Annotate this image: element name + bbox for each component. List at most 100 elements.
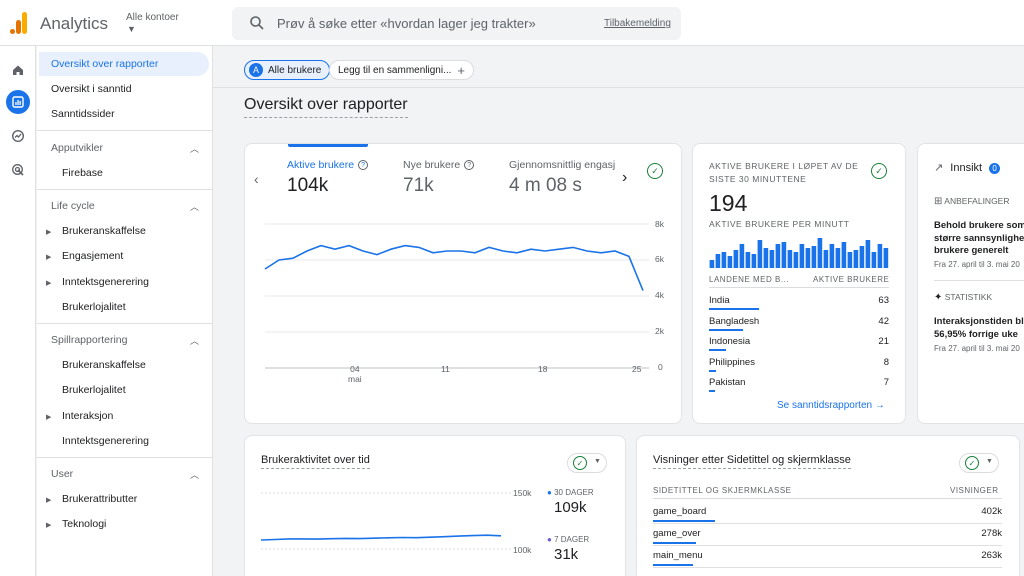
table-row[interactable]: main_menu 263k bbox=[653, 547, 1002, 568]
statistics-text[interactable]: Interaksjonstiden ble 56,95% forrige uke bbox=[934, 316, 1024, 340]
caret-right-icon[interactable]: ▶ bbox=[46, 280, 52, 287]
chevron-right-icon[interactable]: › bbox=[622, 169, 628, 186]
caret-right-icon[interactable]: ▶ bbox=[46, 414, 52, 421]
sidebar-item-lc-acquisition[interactable]: Brukeranskaffelse bbox=[62, 225, 146, 237]
sidebar-item-game-monetization[interactable]: Inntektsgenerering bbox=[62, 435, 149, 447]
sidebar-item-lc-monetization[interactable]: Inntektsgenerering bbox=[62, 276, 149, 288]
active-users-line-chart bbox=[264, 223, 649, 369]
minute-bar bbox=[757, 240, 763, 268]
minute-bar bbox=[787, 250, 793, 268]
chevron-up-icon[interactable]: ︿ bbox=[190, 336, 200, 346]
table-row[interactable]: Pakistan 7 bbox=[709, 375, 889, 395]
col-users-header[interactable]: AKTIVE BRUKERE bbox=[813, 275, 890, 284]
kpi-new-users-label[interactable]: Nye brukere? bbox=[403, 159, 475, 171]
search-box[interactable]: Prøv å søke etter «hvordan lager jeg tra… bbox=[232, 7, 681, 40]
table-row[interactable]: Philippines 8 bbox=[709, 355, 889, 375]
sidebar-item-reports-overview[interactable]: Oversikt over rapporter bbox=[51, 58, 159, 70]
insights-header: ↗ Innsikt 0 bbox=[934, 161, 1001, 174]
sidebar-item-tech[interactable]: Teknologi bbox=[62, 518, 107, 530]
minute-bar bbox=[805, 248, 811, 268]
table-row[interactable]: game_over 278k bbox=[653, 525, 1002, 546]
sidebar-item-realtime-overview[interactable]: Oversikt i sanntid bbox=[51, 83, 132, 95]
page-title: Oversikt over rapporter bbox=[244, 96, 408, 118]
chevron-up-icon[interactable]: ︿ bbox=[190, 144, 200, 154]
col-country-header[interactable]: LANDENE MED B... bbox=[709, 275, 790, 284]
chevron-up-icon[interactable]: ︿ bbox=[190, 202, 200, 212]
per-minute-label: AKTIVE BRUKERE PER MINUTT bbox=[709, 219, 850, 229]
minute-bar bbox=[799, 244, 805, 268]
kpi-chart-card: ‹ Aktive brukere? 104k Nye brukere? 71k … bbox=[244, 143, 682, 424]
caret-right-icon[interactable]: ▶ bbox=[46, 254, 52, 261]
table-row[interactable]: Bangladesh 42 bbox=[709, 314, 889, 334]
sidebar-active-highlight bbox=[39, 52, 209, 76]
sidebar-item-game-acquisition[interactable]: Brukeranskaffelse bbox=[62, 359, 146, 371]
section-user[interactable]: User bbox=[51, 468, 74, 480]
top-bar: Analytics Alle kontoer ▼ Prøv å søke ett… bbox=[0, 0, 1024, 46]
section-spill[interactable]: Spillrapportering bbox=[51, 334, 128, 346]
analytics-logo-icon[interactable] bbox=[10, 12, 28, 34]
realtime-title-line2: SISTE 30 MINUTTENE bbox=[709, 174, 807, 184]
chevron-up-icon[interactable]: ︿ bbox=[190, 470, 200, 480]
feedback-link[interactable]: Tilbakemelding bbox=[604, 18, 671, 29]
info-icon[interactable]: ? bbox=[358, 160, 369, 170]
minute-bar bbox=[709, 260, 715, 268]
sidebar-item-firebase[interactable]: Firebase bbox=[62, 167, 103, 179]
section-lifecycle[interactable]: Life cycle bbox=[51, 200, 95, 212]
table-row[interactable]: Indonesia 21 bbox=[709, 334, 889, 354]
reports-icon[interactable] bbox=[6, 90, 30, 114]
caret-right-icon[interactable]: ▶ bbox=[46, 522, 52, 529]
x-tick-label: 18 bbox=[538, 364, 548, 374]
minute-bar bbox=[829, 244, 835, 268]
add-comparison-button[interactable]: Legg til en sammenligni... + bbox=[329, 60, 474, 80]
kpi-active-users-label[interactable]: Aktive brukere? bbox=[287, 159, 369, 171]
caret-right-icon[interactable]: ▶ bbox=[46, 497, 52, 504]
recommendation-text[interactable]: Behold brukere som større sannsynlighet br… bbox=[934, 220, 1024, 256]
card-options-button[interactable]: ✓ ▼ bbox=[567, 453, 607, 473]
search-input[interactable]: Prøv å søke etter «hvordan lager jeg tra… bbox=[277, 16, 536, 31]
realtime-value: 194 bbox=[709, 190, 748, 216]
page-name: game_over bbox=[653, 528, 701, 539]
sidebar-item-game-interaction[interactable]: Interaksjon bbox=[62, 410, 114, 422]
share-bar bbox=[709, 390, 715, 392]
page-name: main_menu bbox=[653, 550, 703, 561]
sidebar-item-game-retention[interactable]: Brukerlojalitet bbox=[62, 384, 126, 396]
sidebar-item-lc-retention[interactable]: Brukerlojalitet bbox=[62, 301, 126, 313]
sidebar-item-realtime-pages[interactable]: Sanntidssider bbox=[51, 108, 115, 120]
explore-icon[interactable] bbox=[6, 124, 30, 148]
col-page-header[interactable]: SIDETITTEL OG SKJERMKLASSE bbox=[653, 486, 792, 495]
table-row[interactable]: India 63 bbox=[709, 293, 889, 313]
check-circle-icon[interactable]: ✓ bbox=[871, 163, 887, 179]
divider bbox=[37, 323, 213, 324]
realtime-report-link[interactable]: Se sanntidsrapporten → bbox=[777, 400, 885, 411]
comparison-chip-all-users[interactable]: A Alle brukere bbox=[244, 60, 331, 80]
check-circle-icon[interactable]: ✓ bbox=[647, 163, 663, 179]
statistics-date: Fra 27. april til 3. mai 20 bbox=[934, 344, 1020, 353]
share-bar bbox=[709, 369, 716, 372]
nav-rail bbox=[0, 46, 36, 576]
sidebar-item-user-attributes[interactable]: Brukerattributter bbox=[62, 493, 138, 505]
minute-bar bbox=[751, 254, 757, 268]
card-options-button[interactable]: ✓ ▼ bbox=[959, 453, 999, 473]
search-icon bbox=[249, 15, 265, 31]
advertising-icon[interactable] bbox=[6, 158, 30, 182]
y-tick-label: 150k bbox=[513, 488, 532, 498]
minute-bar bbox=[859, 246, 865, 268]
share-bar bbox=[709, 308, 759, 310]
sidebar-item-lc-engagement[interactable]: Engasjement bbox=[62, 250, 124, 262]
share-bar bbox=[653, 542, 696, 544]
minute-bar bbox=[793, 252, 799, 268]
info-icon[interactable]: ? bbox=[464, 160, 475, 170]
caret-right-icon[interactable]: ▶ bbox=[46, 229, 52, 236]
col-views-header[interactable]: VISNINGER bbox=[950, 486, 999, 495]
caret-down-icon[interactable]: ▼ bbox=[127, 24, 136, 34]
sparkle-icon: ✦ bbox=[934, 292, 943, 303]
home-icon[interactable] bbox=[6, 58, 30, 82]
avatar: A bbox=[249, 63, 263, 77]
account-selector[interactable]: Alle kontoer bbox=[126, 12, 179, 23]
kpi-avg-engagement-label[interactable]: Gjennomsnittlig engasje bbox=[509, 159, 615, 171]
country-name: Indonesia bbox=[709, 336, 751, 347]
table-row[interactable]: game_board 402k bbox=[653, 503, 1002, 524]
section-apputvikler[interactable]: Apputvikler bbox=[51, 142, 103, 154]
trend-icon: ↗ bbox=[934, 162, 944, 174]
chevron-left-icon[interactable]: ‹ bbox=[254, 171, 259, 187]
